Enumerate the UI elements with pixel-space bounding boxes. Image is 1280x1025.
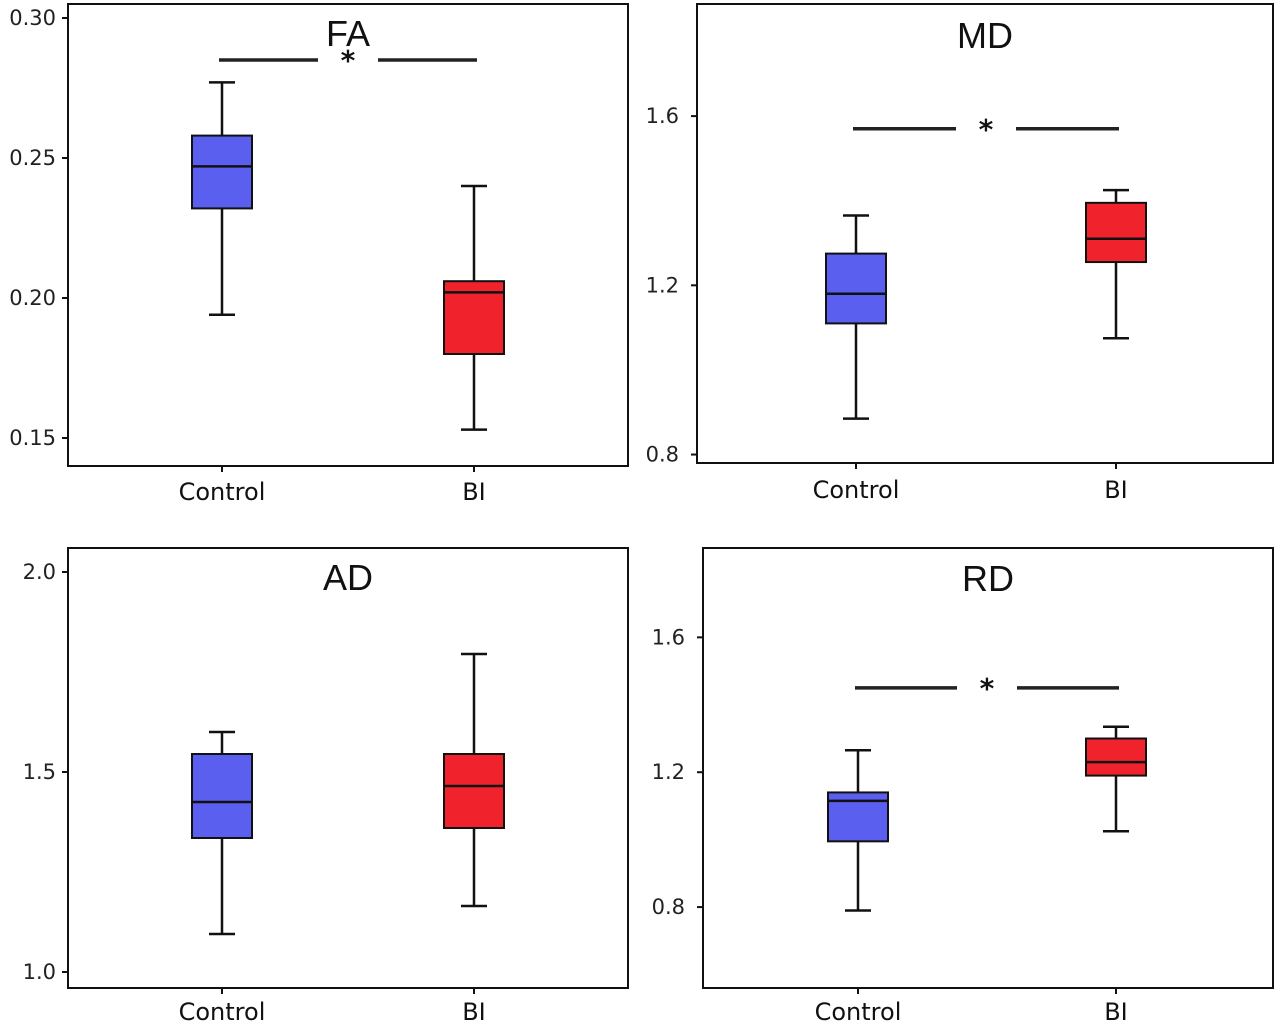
- chart-panel-ad: AD 1.0 1.5 2.0 Control BI: [23, 547, 629, 1025]
- plot-frame: [67, 3, 629, 467]
- box-control: [825, 214, 887, 420]
- y-tick-label: 1.2: [652, 760, 685, 784]
- panel-title: MD: [957, 15, 1013, 56]
- x-category-label: BI: [462, 478, 486, 506]
- y-tick-label: 1.6: [652, 625, 685, 649]
- iqr-box: [825, 252, 887, 325]
- iqr-box: [191, 134, 253, 210]
- plot-frame: [702, 547, 1274, 989]
- x-category-label: Control: [813, 476, 900, 504]
- iqr-box: [191, 753, 253, 839]
- x-category-label: BI: [1104, 476, 1128, 504]
- panel-title: AD: [323, 557, 373, 598]
- panel-title: FA: [326, 13, 370, 54]
- plot-frame: [67, 547, 629, 989]
- y-tick-label: 0.20: [9, 286, 56, 310]
- iqr-box: [1085, 737, 1147, 777]
- box-bi: [443, 652, 505, 908]
- y-tick-label: 0.8: [652, 895, 685, 919]
- y-tick-label: 1.5: [23, 760, 56, 784]
- box-bi: [443, 184, 505, 431]
- y-tick-label: 2.0: [23, 560, 56, 584]
- y-tick-label: 0.8: [646, 443, 679, 467]
- chart-panel-md: MD 0.8 1.2 1.6 Control BI *: [646, 3, 1274, 504]
- x-category-label: BI: [462, 998, 486, 1025]
- y-tick-label: 0.15: [9, 426, 56, 450]
- box-bi: [1085, 188, 1147, 340]
- y-tick-label: 1.0: [23, 960, 56, 984]
- chart-panel-fa: FA 0.15 0.20 0.25 0.30 Control BI *: [9, 3, 629, 506]
- x-category-label: Control: [179, 478, 266, 506]
- significance-marker: *: [980, 672, 995, 705]
- y-tick-label: 0.30: [9, 6, 56, 30]
- y-tick-label: 1.2: [646, 273, 679, 297]
- box-control: [191, 81, 253, 317]
- significance-marker: *: [979, 113, 994, 146]
- box-control: [827, 749, 889, 912]
- chart-panel-rd: RD 0.8 1.2 1.6 Control BI *: [652, 547, 1274, 1025]
- y-tick-label: 1.6: [646, 104, 679, 128]
- panel-title: RD: [962, 558, 1014, 599]
- x-category-label: BI: [1104, 998, 1128, 1025]
- iqr-box: [1085, 201, 1147, 264]
- x-category-label: Control: [815, 998, 902, 1025]
- plot-frame: [696, 3, 1274, 464]
- significance-marker: *: [341, 44, 356, 77]
- x-category-label: Control: [179, 998, 266, 1025]
- box-bi: [1085, 725, 1147, 833]
- iqr-box: [443, 753, 505, 829]
- y-tick-label: 0.25: [9, 146, 56, 170]
- box-control: [191, 730, 253, 936]
